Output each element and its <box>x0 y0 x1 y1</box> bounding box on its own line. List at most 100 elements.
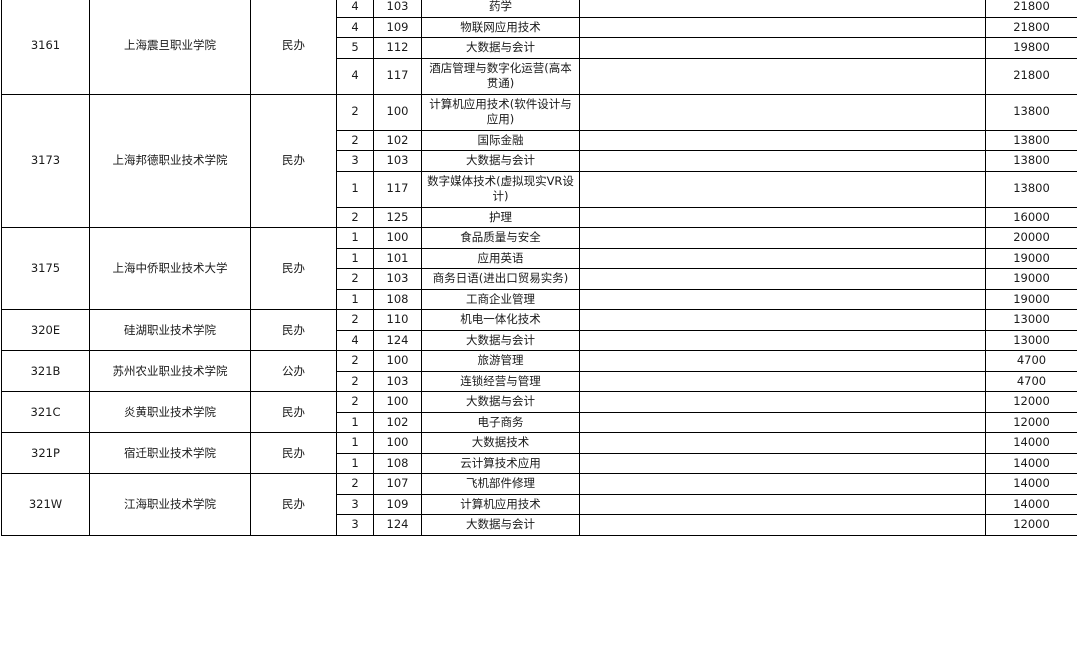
tuition-cell: 13000 <box>985 309 1077 331</box>
plan-count-cell: 4 <box>336 329 374 352</box>
tuition-cell: 19000 <box>985 247 1077 270</box>
major-code-cell: 124 <box>373 514 422 536</box>
school-name-cell: 苏州农业职业技术学院 <box>89 350 251 393</box>
note-cell <box>579 514 986 536</box>
school-code-cell: 3175 <box>1 227 90 311</box>
school-code-cell: 321C <box>1 391 90 434</box>
note-cell <box>579 350 986 372</box>
major-name-cell: 大数据与会计 <box>421 37 580 59</box>
tuition-cell: 19800 <box>985 37 1077 59</box>
tuition-cell: 13800 <box>985 170 1077 208</box>
major-name-cell: 物联网应用技术 <box>421 16 580 39</box>
note-cell <box>579 170 986 208</box>
plan-count-cell: 3 <box>336 150 374 172</box>
plan-count-cell: 3 <box>336 493 374 516</box>
major-name-cell: 大数据与会计 <box>421 329 580 352</box>
tuition-cell: 12000 <box>985 514 1077 536</box>
school-name-cell: 江海职业技术学院 <box>89 473 251 536</box>
note-cell <box>579 370 986 393</box>
major-name-cell: 计算机应用技术(软件设计与应用) <box>421 93 580 131</box>
major-name-cell: 飞机部件修理 <box>421 473 580 495</box>
plan-count-cell: 4 <box>336 0 374 18</box>
tuition-cell: 13000 <box>985 329 1077 352</box>
school-code-cell: 321B <box>1 350 90 393</box>
tuition-cell: 19000 <box>985 268 1077 290</box>
tuition-cell: 19000 <box>985 288 1077 311</box>
major-name-cell: 国际金融 <box>421 129 580 152</box>
plan-count-cell: 2 <box>336 206 374 229</box>
school-name-cell: 上海邦德职业技术学院 <box>89 93 251 229</box>
note-cell <box>579 411 986 434</box>
major-code-cell: 107 <box>373 473 422 495</box>
table-row: 321W 江海职业技术学院 民办 2 107 飞机部件修理 14000 <box>1 473 1077 536</box>
note-cell <box>579 288 986 311</box>
tuition-cell: 13800 <box>985 150 1077 172</box>
note-cell <box>579 206 986 229</box>
tuition-cell: 21800 <box>985 0 1077 18</box>
school-name-cell: 宿迁职业技术学院 <box>89 432 251 475</box>
plan-count-cell: 1 <box>336 247 374 270</box>
table-row: 1 117 数字媒体技术(虚拟现实VR设计) 13800 <box>2 170 1077 208</box>
note-cell <box>579 329 986 352</box>
major-name-cell: 商务日语(进出口贸易实务) <box>421 268 580 290</box>
major-name-cell: 机电一体化技术 <box>421 309 580 331</box>
plan-count-cell: 1 <box>336 170 374 208</box>
school-nature-cell: 民办 <box>250 93 337 229</box>
plan-count-cell: 2 <box>336 370 374 393</box>
major-code-cell: 103 <box>373 0 422 18</box>
school-code-cell: 320E <box>1 309 90 352</box>
note-cell <box>579 150 986 172</box>
table-row: 1 108 工商企业管理 19000 <box>2 288 1077 311</box>
note-cell <box>579 473 986 495</box>
tuition-cell: 16000 <box>985 206 1077 229</box>
major-name-cell: 食品质量与安全 <box>421 227 580 249</box>
plan-count-cell: 5 <box>336 37 374 59</box>
school-nature-cell: 民办 <box>250 309 337 352</box>
plan-count-cell: 4 <box>336 57 374 95</box>
note-cell <box>579 37 986 59</box>
school-nature-cell: 公办 <box>250 350 337 393</box>
table-row: 321P 宿迁职业技术学院 民办 1 100 大数据技术 14000 <box>1 432 1077 475</box>
plan-count-cell: 1 <box>336 411 374 434</box>
tuition-cell: 21800 <box>985 16 1077 39</box>
table-row: 3175 上海中侨职业技术大学 民办 1 100 食品质量与安全 20000 <box>1 227 1077 311</box>
plan-count-cell: 2 <box>336 309 374 331</box>
major-name-cell: 酒店管理与数字化运营(高本贯通) <box>421 57 580 95</box>
major-code-cell: 110 <box>373 309 422 331</box>
plan-count-cell: 2 <box>336 473 374 495</box>
tuition-cell: 4700 <box>985 350 1077 372</box>
table-row: 321C 炎黄职业技术学院 民办 2 100 大数据与会计 12000 <box>1 391 1077 434</box>
school-nature-cell: 民办 <box>250 0 337 95</box>
table-row: 2 103 商务日语(进出口贸易实务) 19000 <box>2 268 1077 290</box>
major-code-cell: 103 <box>373 150 422 172</box>
major-code-cell: 100 <box>373 93 422 131</box>
major-name-cell: 药学 <box>421 0 580 18</box>
plan-count-cell: 4 <box>336 16 374 39</box>
major-code-cell: 109 <box>373 493 422 516</box>
school-name-cell: 炎黄职业技术学院 <box>89 391 251 434</box>
tuition-cell: 13800 <box>985 93 1077 131</box>
major-name-cell: 应用英语 <box>421 247 580 270</box>
tuition-cell: 14000 <box>985 452 1077 475</box>
school-name-cell: 上海中侨职业技术大学 <box>89 227 251 311</box>
plan-count-cell: 1 <box>336 227 374 249</box>
tuition-cell: 20000 <box>985 227 1077 249</box>
school-nature-cell: 民办 <box>250 227 337 311</box>
major-code-cell: 108 <box>373 288 422 311</box>
major-code-cell: 109 <box>373 16 422 39</box>
tuition-cell: 14000 <box>985 432 1077 454</box>
tuition-cell: 14000 <box>985 473 1077 495</box>
note-cell <box>579 493 986 516</box>
major-name-cell: 云计算技术应用 <box>421 452 580 475</box>
major-name-cell: 大数据与会计 <box>421 514 580 536</box>
table-row: 3173 上海邦德职业技术学院 民办 2 100 计算机应用技术(软件设计与应用) 1380… <box>1 93 1077 229</box>
table-row: 2 125 护理 16000 <box>2 206 1077 229</box>
major-name-cell: 连锁经营与管理 <box>421 370 580 393</box>
plan-count-cell: 1 <box>336 452 374 475</box>
major-code-cell: 100 <box>373 391 422 413</box>
plan-count-cell: 2 <box>336 268 374 290</box>
table-row: 1 108 云计算技术应用 14000 <box>2 452 1077 475</box>
major-name-cell: 大数据技术 <box>421 432 580 454</box>
tuition-cell: 4700 <box>985 370 1077 393</box>
school-nature-cell: 民办 <box>250 391 337 434</box>
